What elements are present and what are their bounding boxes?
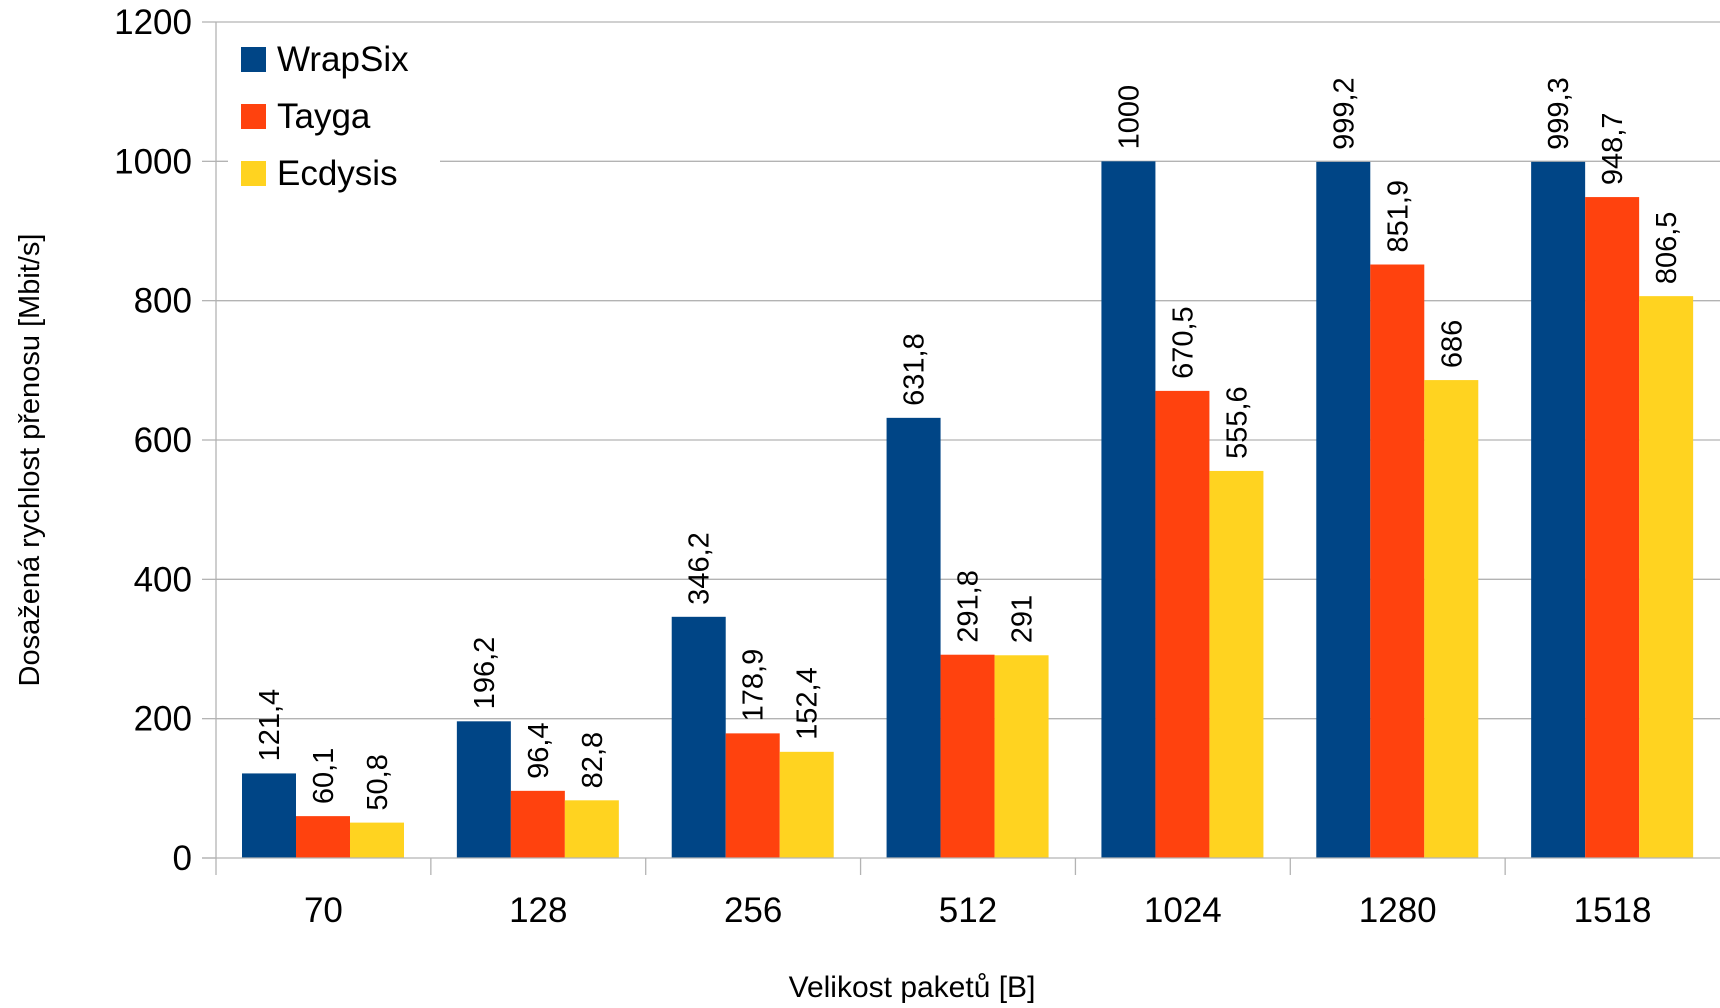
x-tick-label: 1024 bbox=[1144, 891, 1222, 930]
legend-swatch-tayga bbox=[241, 104, 266, 129]
data-label: 291,8 bbox=[953, 570, 985, 643]
legend-swatch-wrapsix bbox=[241, 47, 266, 72]
bar-tayga bbox=[1585, 197, 1640, 858]
data-label: 806,5 bbox=[1651, 212, 1683, 285]
data-label: 999,3 bbox=[1543, 77, 1575, 150]
data-label: 1000 bbox=[1113, 85, 1145, 150]
data-label: 948,7 bbox=[1597, 112, 1629, 185]
bar-tayga bbox=[725, 733, 780, 858]
data-label: 60,1 bbox=[308, 748, 340, 804]
legend-label: Ecdysis bbox=[277, 154, 398, 193]
data-label: 291 bbox=[1007, 595, 1039, 643]
bar-wrapsix bbox=[1531, 161, 1586, 859]
data-label: 999,2 bbox=[1328, 77, 1360, 150]
data-label: 346,2 bbox=[684, 532, 716, 605]
data-label: 686 bbox=[1436, 320, 1468, 368]
data-label: 631,8 bbox=[899, 333, 931, 406]
bar-ecdysis bbox=[1639, 296, 1694, 859]
data-label: 96,4 bbox=[523, 722, 555, 778]
legend: WrapSix Tayga Ecdysis bbox=[228, 32, 440, 202]
y-tick-label: 800 bbox=[134, 282, 192, 321]
data-label: 196,2 bbox=[469, 637, 501, 710]
bar-ecdysis bbox=[564, 800, 619, 858]
data-label: 82,8 bbox=[577, 732, 609, 788]
y-tick-label: 600 bbox=[134, 421, 192, 460]
data-label: 50,8 bbox=[362, 754, 394, 810]
x-tick-label: 70 bbox=[304, 891, 343, 930]
bar-tayga bbox=[1155, 390, 1210, 858]
bar-wrapsix bbox=[1101, 161, 1156, 859]
y-tick-label: 400 bbox=[134, 560, 192, 599]
legend-label: WrapSix bbox=[277, 40, 409, 79]
bar-wrapsix bbox=[671, 616, 726, 858]
bar-tayga bbox=[510, 790, 565, 858]
x-tick-label: 1518 bbox=[1574, 891, 1652, 930]
bar-wrapsix bbox=[456, 721, 511, 858]
legend-swatch-ecdysis bbox=[241, 161, 266, 186]
bar-wrapsix bbox=[1316, 161, 1371, 858]
bar-ecdysis bbox=[350, 822, 404, 858]
data-label: 152,4 bbox=[792, 667, 824, 740]
bar-tayga bbox=[1370, 264, 1425, 859]
y-axis-title: Dosažená rychlost přenosu [Mbit/s] bbox=[14, 234, 46, 687]
bar-wrapsix bbox=[242, 773, 296, 858]
bar-wrapsix bbox=[886, 417, 941, 858]
x-tick-label: 1280 bbox=[1359, 891, 1437, 930]
x-axis-title: Velikost paketů [B] bbox=[789, 971, 1036, 1004]
y-tick-label: 0 bbox=[173, 839, 192, 878]
bar-tayga bbox=[940, 654, 995, 858]
data-label: 851,9 bbox=[1382, 180, 1414, 253]
data-label: 178,9 bbox=[738, 649, 770, 722]
data-label: 121,4 bbox=[254, 689, 286, 762]
bars bbox=[242, 161, 1694, 859]
y-tick-label: 1200 bbox=[114, 3, 192, 42]
data-labels: 121,4 196,2 346,2 631,8 1000 999,2 999,3 60,1 96… bbox=[254, 77, 1683, 810]
bar-tayga bbox=[296, 816, 350, 858]
bar-ecdysis bbox=[1424, 380, 1479, 858]
bar-ecdysis bbox=[1209, 470, 1264, 858]
y-tick-label: 200 bbox=[134, 700, 192, 739]
x-tick-label: 256 bbox=[724, 891, 782, 930]
data-label: 555,6 bbox=[1221, 386, 1253, 459]
x-tick-label: 512 bbox=[939, 891, 997, 930]
x-tick-label: 128 bbox=[509, 891, 567, 930]
bar-ecdysis bbox=[779, 751, 834, 858]
bar-ecdysis bbox=[994, 655, 1049, 858]
legend-label: Tayga bbox=[277, 97, 371, 136]
axes: 0 200 400 600 800 1000 1200 70 128 256 512 1024 1280… bbox=[114, 3, 1720, 930]
y-tick-label: 1000 bbox=[114, 142, 192, 181]
data-label: 670,5 bbox=[1167, 306, 1199, 379]
